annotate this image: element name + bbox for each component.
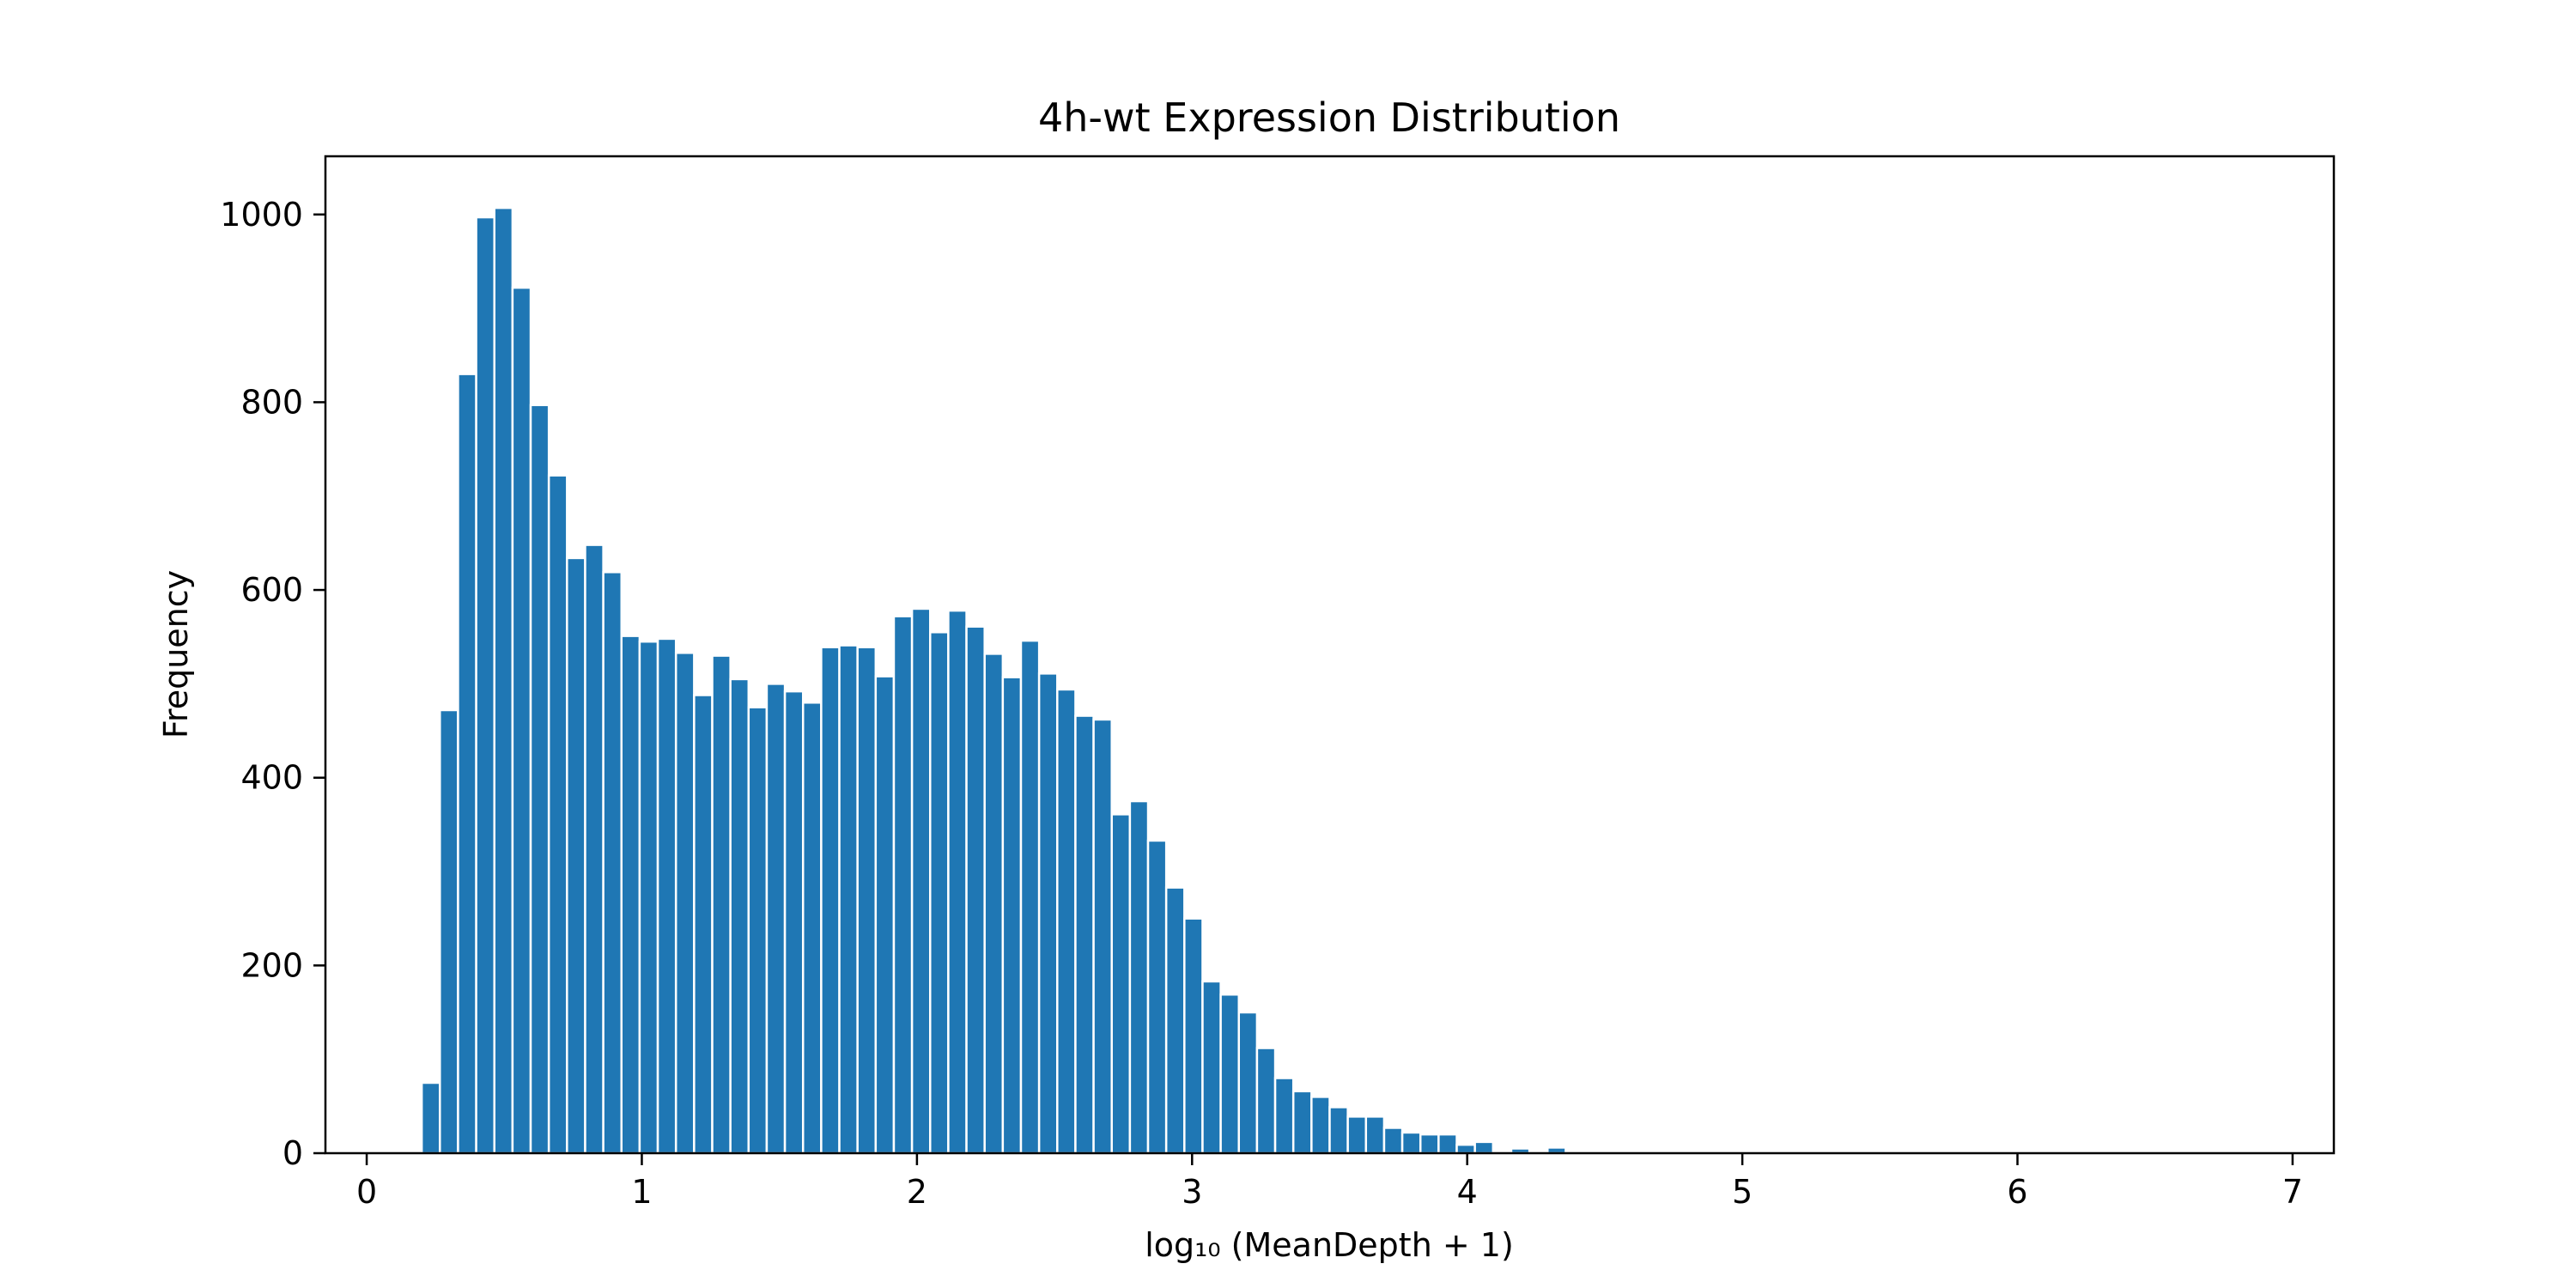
histogram-bar — [1346, 1115, 1368, 1155]
histogram-bar — [1001, 676, 1023, 1155]
x-tick-label: 4 — [1457, 1173, 1478, 1211]
histogram-bar — [765, 683, 787, 1155]
histogram-bar — [1455, 1143, 1476, 1155]
x-tick-label: 0 — [356, 1173, 377, 1211]
plot-area-frame — [324, 155, 2336, 1155]
histogram-bar — [929, 631, 950, 1155]
y-tick-label: 600 — [240, 571, 303, 609]
histogram-bar — [620, 635, 641, 1155]
histogram-bar — [838, 644, 859, 1155]
histogram-bar — [1019, 639, 1041, 1155]
histogram-bar — [1437, 1133, 1458, 1155]
histogram-bar — [1146, 839, 1168, 1155]
histogram-bar — [475, 216, 495, 1155]
histogram-bar — [983, 653, 1005, 1155]
histogram-bar — [801, 702, 823, 1155]
histogram-bar — [1255, 1047, 1277, 1155]
histogram-bar — [547, 474, 568, 1155]
histogram-bar — [1219, 993, 1241, 1155]
histogram-bar — [1473, 1140, 1495, 1155]
histogram-bar — [783, 690, 805, 1155]
histogram-bar — [439, 708, 459, 1155]
histogram-bar — [1291, 1090, 1313, 1155]
x-tick-label: 1 — [631, 1173, 652, 1211]
histogram-bar — [566, 556, 586, 1155]
histogram-bar — [1110, 813, 1132, 1155]
histogram-bar — [1056, 688, 1077, 1155]
histogram-bar — [874, 675, 896, 1155]
x-tick-label: 2 — [907, 1173, 927, 1211]
histogram-bar — [892, 615, 914, 1155]
histogram-bar — [584, 544, 605, 1155]
histogram-bar — [1419, 1133, 1440, 1155]
histogram-bar — [965, 625, 986, 1155]
histogram-bar — [1400, 1131, 1422, 1155]
histogram-bar — [1201, 980, 1222, 1155]
x-tick-label: 3 — [1182, 1173, 1202, 1211]
histogram-bar — [729, 677, 750, 1155]
histogram-bar — [711, 654, 732, 1155]
histogram-bar — [656, 637, 677, 1155]
histogram-bar — [693, 694, 714, 1155]
histogram-bar — [1128, 799, 1150, 1155]
histogram-bar — [820, 646, 841, 1155]
histogram-bar — [674, 652, 696, 1155]
x-tick-label: 6 — [2007, 1173, 2027, 1211]
histogram-bar — [1237, 1011, 1259, 1155]
histogram-bar — [856, 646, 878, 1155]
histogram-bar — [1382, 1127, 1404, 1155]
bars-layer — [420, 206, 1603, 1155]
histogram-bar — [493, 206, 514, 1155]
histogram-bar — [602, 571, 623, 1155]
histogram-bar — [1074, 714, 1095, 1155]
histogram-bar — [457, 373, 477, 1155]
y-tick-label: 0 — [283, 1134, 303, 1172]
x-axis-label: log₁₀ (MeanDepth + 1) — [1145, 1226, 1514, 1264]
histogram-bar — [1273, 1077, 1295, 1155]
histogram-bar — [1164, 886, 1186, 1155]
y-tick-label: 800 — [240, 383, 303, 421]
y-axis-label: Frequency — [157, 570, 195, 738]
histogram-bar — [638, 640, 659, 1155]
histogram-bar — [910, 607, 932, 1155]
histogram-bar — [747, 706, 769, 1155]
histogram-bar — [420, 1081, 441, 1155]
chart-title: 4h-wt Expression Distribution — [1038, 94, 1620, 141]
x-tick-label: 5 — [1732, 1173, 1753, 1211]
histogram-bar — [511, 286, 532, 1155]
ticks-layer: 0 1 2 3 4 5 6 7 0 200 400 600 800 1000 — [220, 196, 2303, 1211]
histogram-bar — [947, 609, 968, 1155]
histogram-bar — [1037, 672, 1059, 1155]
histogram-bar — [1328, 1106, 1349, 1155]
histogram-bar — [1364, 1115, 1386, 1155]
histogram-bar — [1092, 718, 1113, 1155]
y-tick-label: 200 — [240, 946, 303, 984]
histogram-bar — [529, 404, 550, 1155]
histogram-bar — [1183, 917, 1204, 1155]
y-tick-label: 400 — [240, 759, 303, 797]
x-tick-label: 7 — [2282, 1173, 2303, 1211]
histogram-bar — [1310, 1096, 1331, 1155]
y-tick-label: 1000 — [220, 196, 303, 234]
